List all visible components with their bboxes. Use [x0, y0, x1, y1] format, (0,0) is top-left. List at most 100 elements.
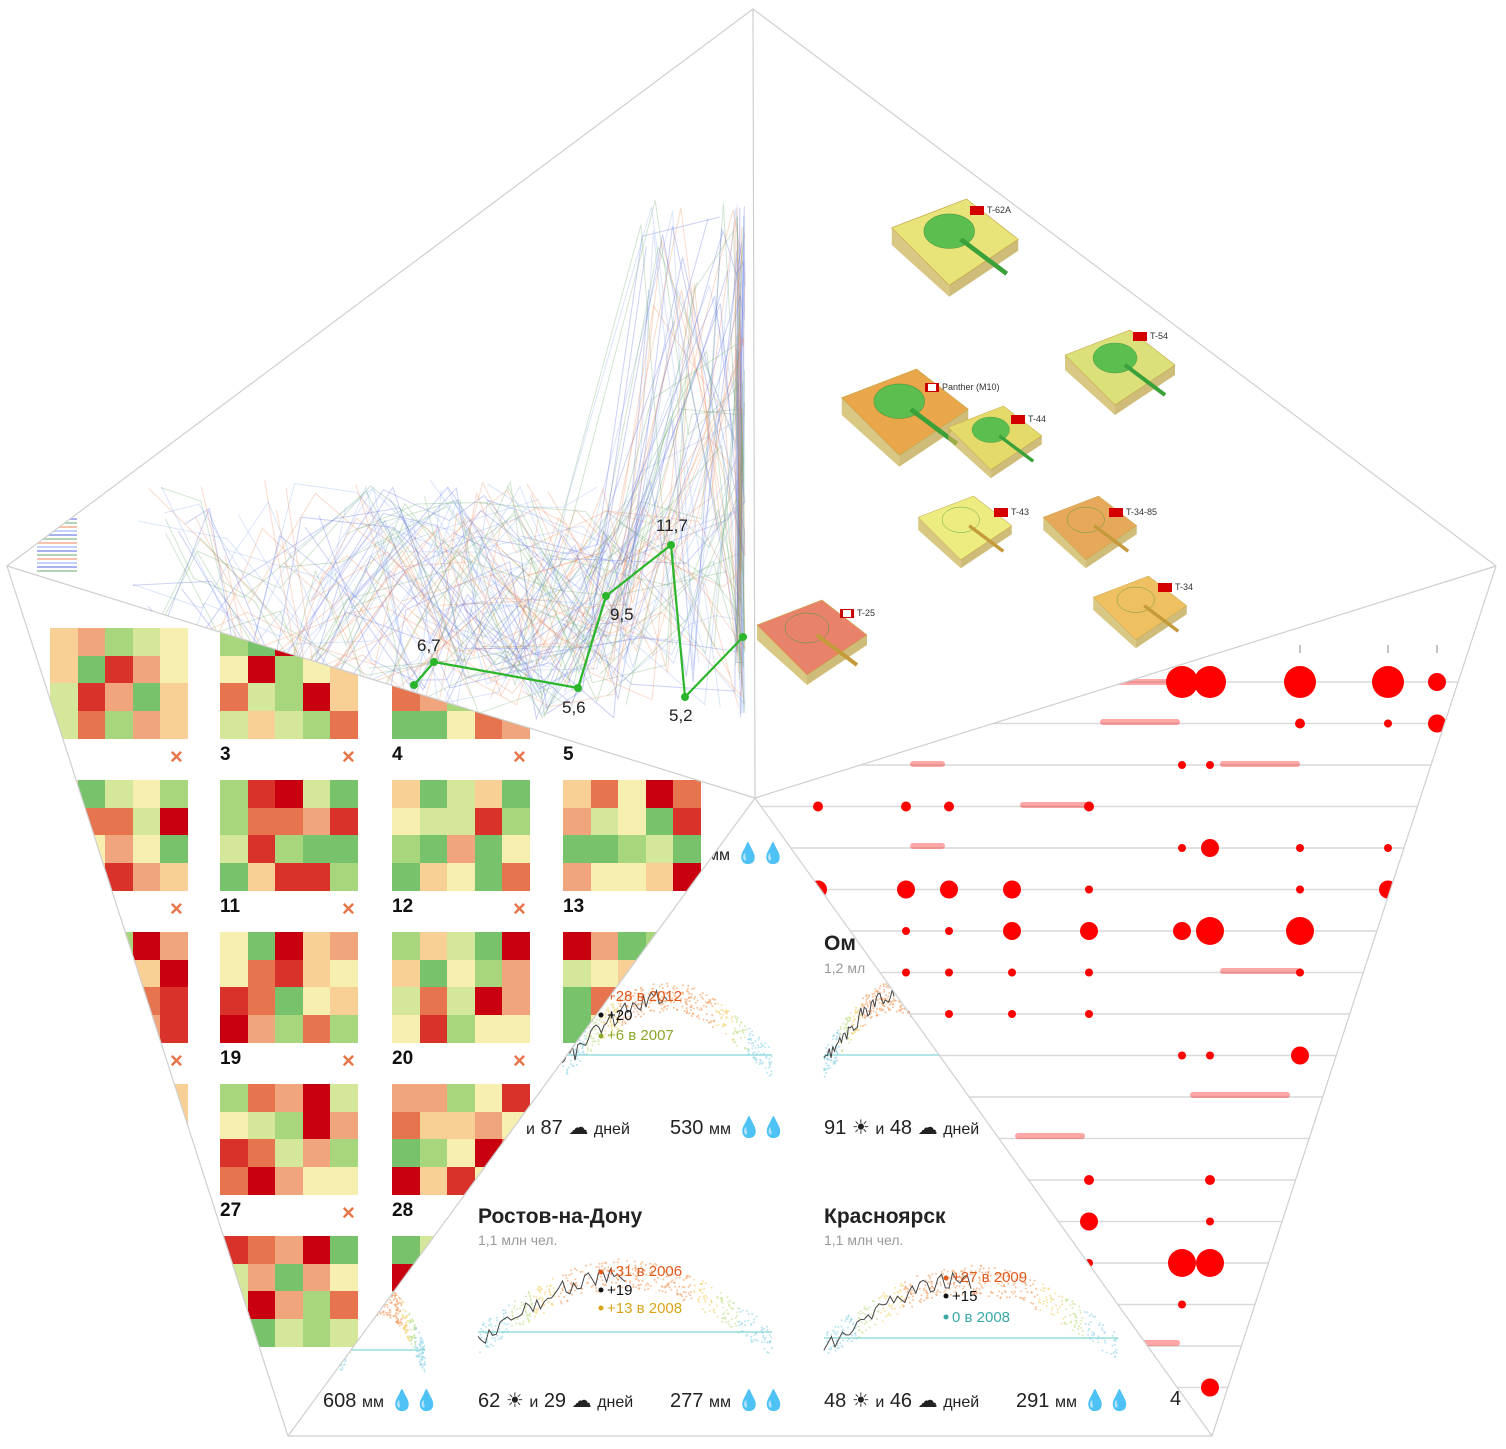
heatmap-cell	[502, 1014, 531, 1043]
heatmap-cell	[50, 1236, 78, 1264]
temp-dot	[719, 1013, 722, 1016]
temp-dot	[769, 1341, 772, 1344]
bubble	[1295, 718, 1305, 729]
temp-dot	[422, 1364, 425, 1367]
remove-tile-button[interactable]: ×	[342, 896, 355, 921]
temp-dot	[764, 1042, 767, 1045]
temp-dot	[1062, 1317, 1065, 1320]
temp-dot	[899, 1306, 902, 1309]
heatmap-cell	[77, 835, 106, 864]
bubble	[945, 927, 953, 935]
temp-dot	[601, 1017, 604, 1020]
temp-dot	[632, 1286, 635, 1288]
heatmap-cell	[330, 987, 359, 1016]
heatmap-cell	[247, 835, 276, 864]
heatmap-cell	[50, 932, 78, 960]
temp-dot	[424, 1363, 426, 1366]
temp-dot	[1071, 1300, 1074, 1303]
temp-dot	[845, 1315, 848, 1318]
tank-label-t62a[interactable]: T-62A	[970, 205, 1011, 215]
temp-dot	[731, 1038, 734, 1041]
temp-dot	[970, 1264, 973, 1267]
temp-dot	[884, 1293, 887, 1296]
temp-dot	[768, 1074, 771, 1077]
temp-dot	[686, 1011, 689, 1013]
temp-dot	[1061, 1295, 1064, 1298]
remove-tile-button[interactable]: ×	[170, 896, 183, 921]
tank-label-t43[interactable]: T-43	[994, 507, 1029, 517]
temp-dot	[942, 1272, 944, 1275]
tank-label-panther[interactable]: Panther (M10)	[925, 382, 1000, 392]
heatmap-cell	[105, 1318, 134, 1347]
temp-dot	[687, 1292, 690, 1295]
temp-dot	[716, 1315, 719, 1318]
heatmap-cell	[132, 1111, 161, 1140]
temp-dot	[494, 1339, 497, 1342]
temp-dot	[637, 1283, 640, 1286]
temp-dot	[727, 1320, 730, 1323]
temp-dot	[766, 1071, 768, 1074]
heatmap-cell	[330, 1263, 359, 1292]
remove-tile-button[interactable]: ×	[513, 1048, 526, 1073]
temp-dot	[843, 1028, 846, 1031]
temp-dot	[582, 1045, 585, 1048]
temp-dot	[721, 1025, 724, 1028]
heatmap-cell	[50, 1318, 78, 1347]
temp-dot	[546, 1285, 548, 1288]
remove-tile-button[interactable]: ×	[513, 744, 526, 769]
temp-dot	[674, 1285, 677, 1288]
remove-tile-button[interactable]: ×	[342, 1048, 355, 1073]
heatmap-cell	[77, 959, 106, 988]
temp-dot	[750, 1042, 753, 1045]
temp-dot	[1033, 1279, 1036, 1282]
record-low-label: 0 в 2008	[952, 1309, 1011, 1326]
temp-dot	[903, 1288, 906, 1291]
temp-dot	[597, 1043, 600, 1046]
temp-dot	[421, 1366, 424, 1369]
temp-dot	[745, 1028, 748, 1031]
remove-tile-button[interactable]: ×	[342, 744, 355, 769]
remove-tile-button[interactable]: ×	[342, 1200, 355, 1225]
remove-tile-button[interactable]: ×	[513, 896, 526, 921]
temp-dot	[685, 1274, 688, 1277]
heatmap-cell	[132, 1291, 161, 1320]
temp-dot	[759, 1061, 762, 1064]
heatmap-cell	[160, 1291, 189, 1320]
heatmap-cell	[474, 1014, 503, 1043]
tank-label-t54[interactable]: T-54	[1133, 331, 1168, 341]
remove-tile-button[interactable]: ×	[170, 744, 183, 769]
temp-dot	[591, 1040, 594, 1043]
temp-dot	[868, 1326, 871, 1329]
heatmap-cell	[330, 807, 359, 836]
tank-label-t44[interactable]: T-44	[1011, 414, 1046, 424]
heatmap-cell	[132, 1166, 161, 1195]
temp-dot	[1000, 1292, 1003, 1295]
temp-dot	[479, 1333, 482, 1336]
temp-dot	[603, 1036, 606, 1039]
heatmap-cell	[220, 862, 248, 891]
temp-dot	[598, 1019, 601, 1022]
temp-dot	[585, 1264, 588, 1267]
bubble	[1168, 1249, 1196, 1277]
temp-dot	[732, 1301, 735, 1304]
tank-label-t3485[interactable]: T-34-85	[1109, 507, 1157, 517]
temp-dot	[919, 1301, 922, 1304]
temp-dot	[561, 1289, 564, 1292]
heatmap-cell	[77, 1139, 106, 1168]
temp-dot	[705, 1013, 708, 1016]
heatmap-cell	[419, 780, 448, 808]
bubble	[902, 968, 910, 977]
tank-label-t25[interactable]: T-25	[840, 608, 875, 618]
tank-label-t34[interactable]: T-34	[1158, 582, 1193, 592]
temp-dot	[768, 1046, 770, 1048]
temp-dot	[866, 1003, 869, 1006]
tank-name: T-44	[1028, 414, 1047, 424]
remove-tile-button[interactable]: ×	[170, 1048, 183, 1073]
heatmap-cell	[502, 780, 531, 808]
temp-dot	[592, 1037, 595, 1040]
heatmap-cell	[502, 862, 531, 891]
heatmap-cell	[392, 1139, 420, 1168]
temp-dot	[410, 1343, 413, 1346]
heatmap-cell	[50, 710, 78, 739]
heatmap-cell	[302, 1263, 331, 1292]
